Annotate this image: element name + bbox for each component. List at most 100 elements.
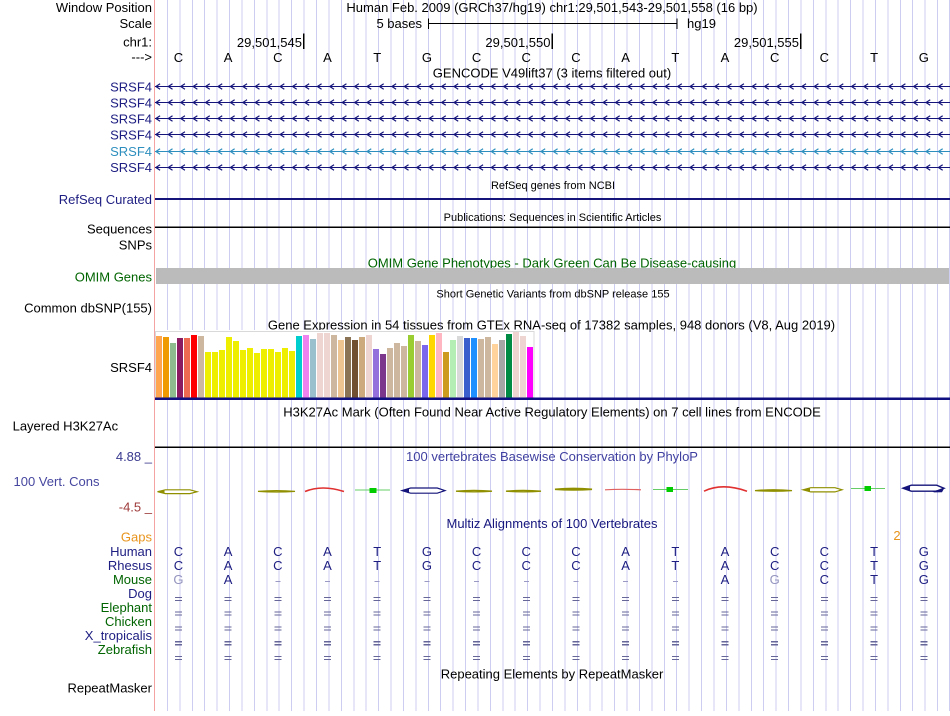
svg-text:Human Feb. 2009 (GRCh37/hg19): Human Feb. 2009 (GRCh37/hg19) chr1:29,50… (346, 0, 757, 15)
svg-text:G: G (173, 572, 183, 587)
svg-text:GENCODE V49lift37 (3 items fil: GENCODE V49lift37 (3 items filtered out) (433, 66, 671, 81)
svg-text:Sequences: Sequences (87, 222, 153, 237)
svg-text:-4.5 _: -4.5 _ (119, 500, 153, 515)
svg-text:Rhesus: Rhesus (108, 558, 153, 573)
svg-text:Layered H3K27Ac: Layered H3K27Ac (13, 419, 119, 434)
svg-text:G: G (919, 558, 929, 573)
svg-text:A: A (721, 544, 730, 559)
svg-text:Mouse: Mouse (113, 572, 152, 587)
svg-text:Gene Expression in 54 tissues: Gene Expression in 54 tissues from GTEx … (268, 318, 835, 333)
svg-text:A: A (224, 572, 233, 587)
svg-text:G: G (422, 50, 432, 65)
svg-text:C: C (273, 558, 282, 573)
svg-text:RefSeq genes from NCBI: RefSeq genes from NCBI (491, 180, 615, 192)
svg-text:SRSF4: SRSF4 (110, 111, 152, 126)
svg-text:X_tropicalis: X_tropicalis (85, 628, 153, 643)
svg-text:A: A (323, 544, 332, 559)
svg-text:C: C (522, 558, 531, 573)
svg-text:Common dbSNP(155): Common dbSNP(155) (24, 301, 152, 316)
svg-text:SRSF4: SRSF4 (110, 79, 152, 94)
svg-text:A: A (721, 50, 730, 65)
svg-text:Window Position: Window Position (56, 0, 152, 15)
svg-text:A: A (224, 558, 233, 573)
svg-text:H3K27Ac Mark (Often Found Near: H3K27Ac Mark (Often Found Near Active Re… (283, 405, 821, 420)
svg-text:Human: Human (110, 544, 152, 559)
svg-text:T: T (671, 544, 679, 559)
svg-text:Zebrafish: Zebrafish (98, 642, 152, 657)
svg-text:OMIM Genes: OMIM Genes (75, 270, 153, 285)
svg-text:G: G (770, 572, 780, 587)
svg-text:C: C (571, 50, 580, 65)
svg-text:C: C (174, 50, 183, 65)
svg-text:T: T (870, 50, 878, 65)
svg-text:C: C (273, 50, 282, 65)
svg-text:A: A (721, 558, 730, 573)
svg-text:T: T (671, 50, 679, 65)
svg-text:C: C (770, 544, 779, 559)
svg-text:C: C (174, 544, 183, 559)
svg-text:T: T (870, 544, 878, 559)
svg-text:G: G (919, 544, 929, 559)
svg-text:SRSF4: SRSF4 (110, 95, 152, 110)
svg-text:C: C (770, 558, 779, 573)
svg-text:Publications: Sequences in Sci: Publications: Sequences in Scientific Ar… (444, 212, 662, 224)
svg-text:T: T (373, 558, 381, 573)
svg-text:A: A (721, 572, 730, 587)
svg-text:A: A (224, 544, 233, 559)
svg-text:5 bases: 5 bases (376, 16, 422, 31)
svg-text:Multiz Alignments of 100 Verte: Multiz Alignments of 100 Vertebrates (446, 516, 658, 531)
svg-text:C: C (770, 50, 779, 65)
svg-text:C: C (571, 558, 580, 573)
svg-text:C: C (820, 50, 829, 65)
svg-text:A: A (621, 544, 630, 559)
svg-text:Short Genetic Variants from db: Short Genetic Variants from dbSNP releas… (436, 289, 669, 301)
svg-text:C: C (571, 544, 580, 559)
svg-text:G: G (919, 572, 929, 587)
svg-text:A: A (224, 50, 233, 65)
svg-text:C: C (273, 544, 282, 559)
svg-text:SRSF4: SRSF4 (110, 127, 152, 142)
svg-text:A: A (621, 558, 630, 573)
svg-text:2: 2 (893, 528, 900, 543)
svg-text:29,501,555: 29,501,555 (734, 35, 799, 50)
svg-text:G: G (422, 544, 432, 559)
svg-text:T: T (373, 50, 381, 65)
svg-text:RefSeq Curated: RefSeq Curated (59, 192, 152, 207)
svg-text:SRSF4: SRSF4 (110, 360, 152, 375)
svg-text:T: T (373, 544, 381, 559)
svg-text:chr1:: chr1: (123, 35, 152, 50)
svg-text:C: C (820, 558, 829, 573)
svg-text:C: C (472, 558, 481, 573)
svg-text:SNPs: SNPs (119, 238, 153, 253)
svg-text:T: T (870, 572, 878, 587)
svg-text:C: C (820, 544, 829, 559)
svg-text:C: C (522, 50, 531, 65)
svg-text:C: C (174, 558, 183, 573)
svg-text:C: C (820, 572, 829, 587)
svg-text:OMIM Gene Phenotypes - Dark Gr: OMIM Gene Phenotypes - Dark Green Can Be… (368, 256, 737, 271)
svg-text:29,501,545: 29,501,545 (237, 35, 302, 50)
svg-text:A: A (621, 50, 630, 65)
svg-text:A: A (323, 558, 332, 573)
svg-text:RepeatMasker: RepeatMasker (67, 681, 152, 696)
svg-text:G: G (919, 50, 929, 65)
svg-text:--->: ---> (131, 50, 152, 65)
svg-text:Dog: Dog (128, 586, 152, 601)
svg-text:A: A (323, 50, 332, 65)
svg-text:Chicken: Chicken (105, 614, 152, 629)
svg-text:C: C (472, 544, 481, 559)
svg-text:29,501,550: 29,501,550 (485, 35, 550, 50)
svg-text:Gaps: Gaps (121, 530, 153, 545)
svg-text:Elephant: Elephant (101, 600, 153, 615)
svg-text:C: C (522, 544, 531, 559)
svg-text:Scale: Scale (119, 16, 152, 31)
svg-text:100 vertebrates Basewise Conse: 100 vertebrates Basewise Conservation by… (406, 449, 698, 464)
svg-text:hg19: hg19 (687, 16, 716, 31)
svg-text:C: C (472, 50, 481, 65)
svg-text:4.88 _: 4.88 _ (116, 449, 153, 464)
svg-text:T: T (671, 558, 679, 573)
svg-text:SRSF4: SRSF4 (110, 160, 152, 175)
svg-text:100 Vert. Cons: 100 Vert. Cons (14, 474, 100, 489)
svg-text:T: T (870, 558, 878, 573)
svg-text:Repeating Elements by RepeatMa: Repeating Elements by RepeatMasker (441, 667, 664, 682)
